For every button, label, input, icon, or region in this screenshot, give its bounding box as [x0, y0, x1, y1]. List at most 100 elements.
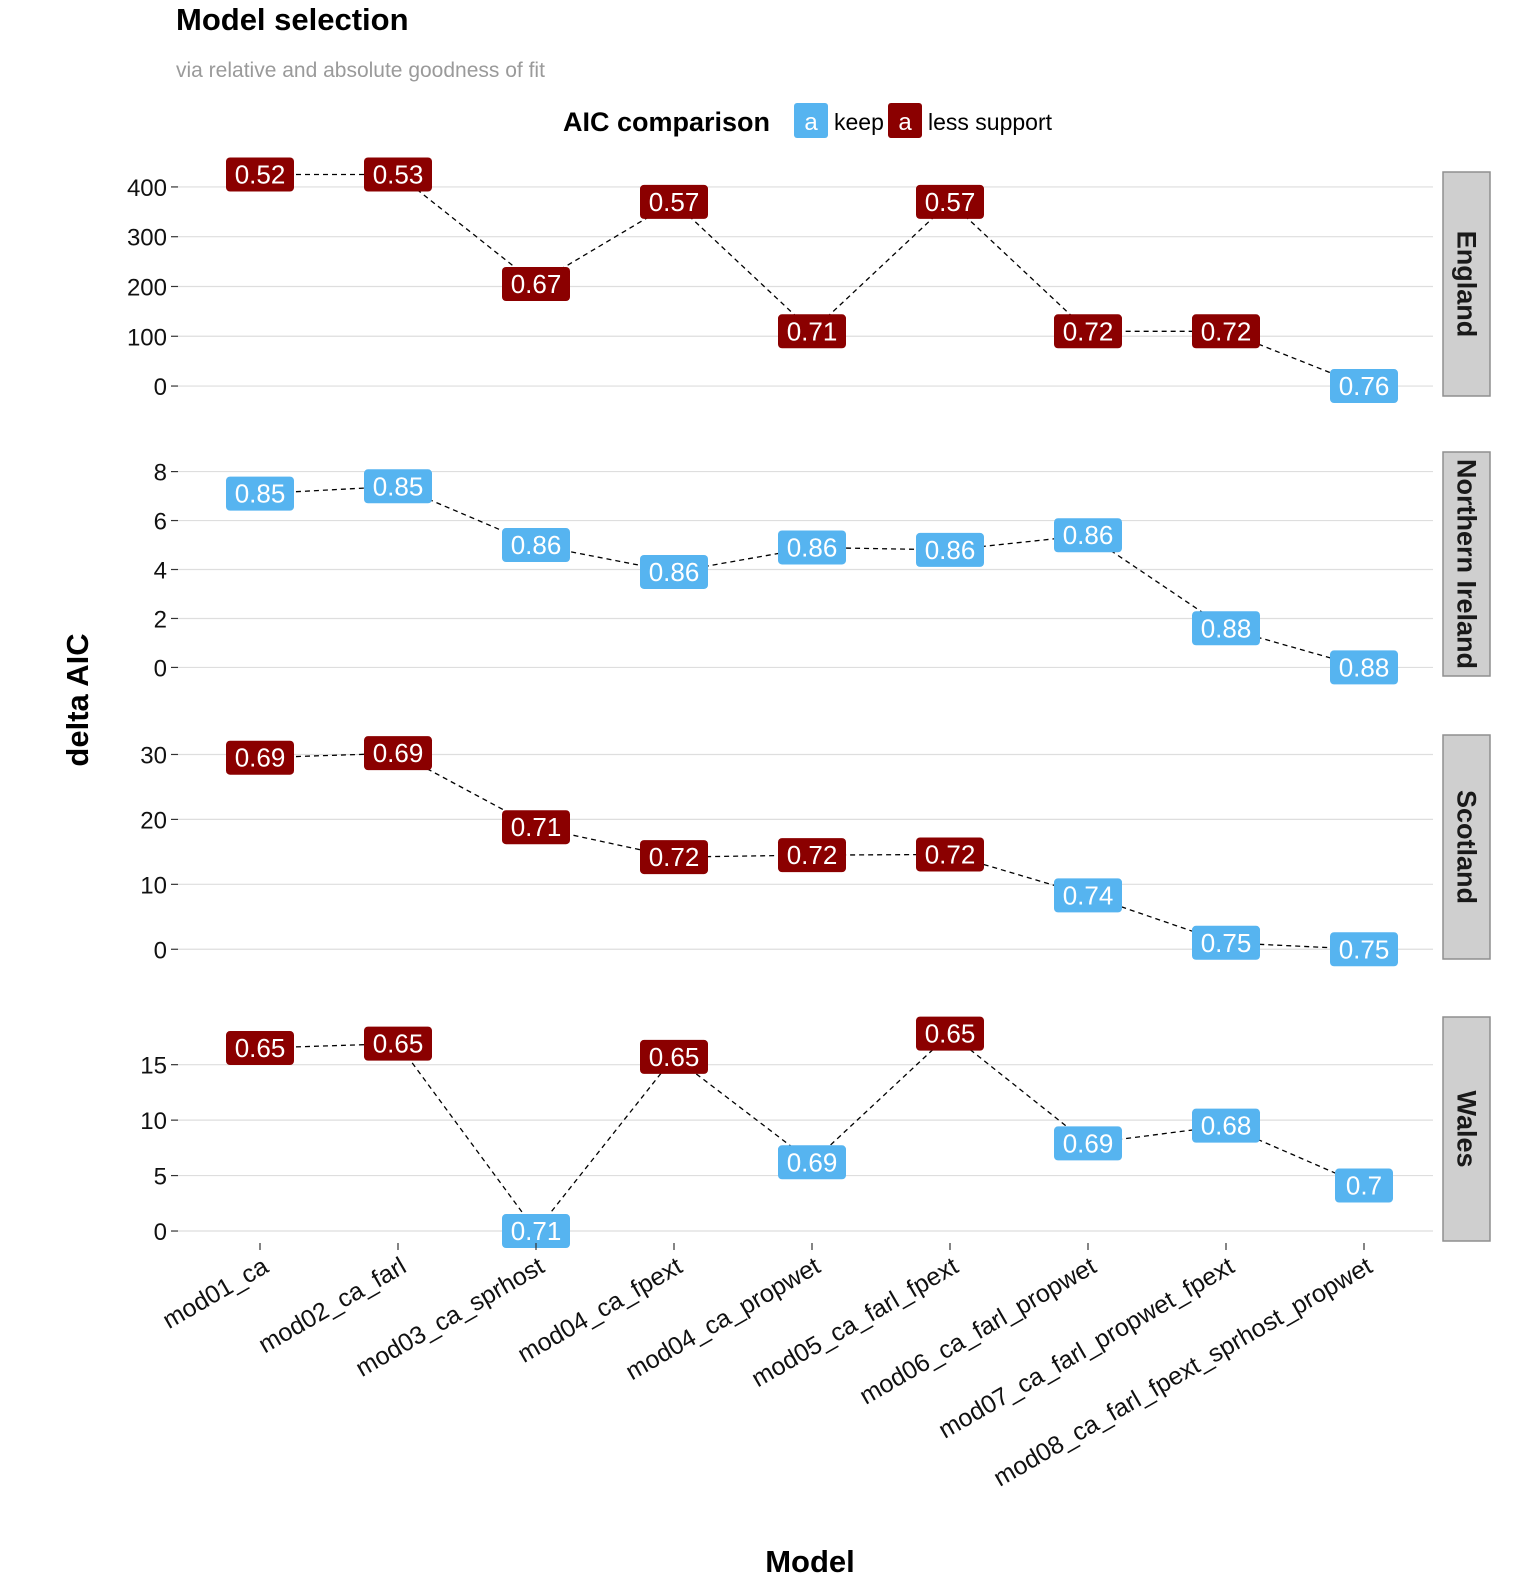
x-axis: mod01_camod02_ca_farlmod03_ca_sprhostmod… [158, 1243, 1377, 1492]
data-label-text: 0.69 [1063, 1128, 1114, 1158]
legend-label-keep: keep [834, 109, 884, 135]
data-label-text: 0.86 [1063, 520, 1114, 550]
data-label-text: 0.52 [235, 159, 286, 189]
facet-label-england: England [1452, 231, 1482, 338]
data-label-box [1054, 314, 1122, 349]
data-label-box [1192, 611, 1260, 646]
data-label-text: 0.68 [1201, 1111, 1252, 1141]
data-label-text: 0.72 [1063, 316, 1114, 346]
y-tick-label: 4 [154, 558, 167, 585]
data-label: 0.86 [916, 532, 984, 567]
data-label-box [916, 1016, 984, 1051]
data-label-box [364, 1026, 432, 1061]
data-label-text: 0.75 [1201, 928, 1252, 958]
data-label-text: 0.57 [649, 187, 700, 217]
legend-label-less-support: less support [928, 109, 1053, 135]
data-label: 0.7 [1335, 1168, 1393, 1203]
panel-scotland: 0 10 20 30 Scotland 0.69 0.69 0.71 0.72 0.72 0.72 0… [140, 734, 1491, 967]
facet-label-scotland: Scotland [1452, 790, 1482, 904]
data-label-box [916, 532, 984, 567]
data-label-text: 0.7 [1346, 1171, 1382, 1201]
data-label: 0.69 [778, 1145, 846, 1180]
data-label-box [1192, 1108, 1260, 1143]
legend-key-less-support-letter: a [898, 109, 912, 136]
data-label-text: 0.86 [649, 557, 700, 587]
data-label-text: 0.57 [925, 187, 976, 217]
data-label: 0.75 [1330, 932, 1398, 967]
data-label: 0.57 [916, 184, 984, 219]
data-label: 0.85 [226, 476, 294, 511]
x-axis-title: Model [765, 1544, 855, 1579]
data-label-text: 0.88 [1339, 652, 1390, 682]
y-tick-label: 0 [154, 1219, 167, 1246]
facet-label-wales: Wales [1452, 1090, 1482, 1167]
panel-wales: 0 5 10 15 Wales 0.65 0.65 0.71 0.65 0.69 0.65 0.69 0… [140, 1016, 1491, 1249]
legend-title: AIC comparison [563, 107, 770, 137]
data-label: 0.57 [640, 184, 708, 219]
data-label: 0.72 [778, 838, 846, 873]
y-tick-label: 200 [127, 274, 167, 301]
data-label: 0.69 [226, 740, 294, 775]
data-label-box [1335, 1168, 1393, 1203]
data-label-text: 0.88 [1201, 613, 1252, 643]
y-tick-label: 15 [140, 1053, 167, 1080]
y-tick-label: 0 [154, 655, 167, 682]
data-label-text: 0.76 [1339, 371, 1390, 401]
data-label-box [1330, 650, 1398, 685]
data-label-text: 0.86 [787, 532, 838, 562]
data-label: 0.72 [1054, 314, 1122, 349]
data-label: 0.76 [1330, 369, 1398, 404]
y-tick-label: 10 [140, 1108, 167, 1135]
data-label-box [364, 469, 432, 504]
data-label-text: 0.69 [373, 738, 424, 768]
y-tick-label: 20 [140, 807, 167, 834]
x-tick-label: mod01_ca [158, 1252, 273, 1335]
data-label-box [226, 740, 294, 775]
data-label-box [226, 1031, 294, 1066]
data-label-box [1054, 878, 1122, 913]
legend-key-keep [794, 103, 828, 138]
data-label-box [502, 528, 570, 563]
data-label-text: 0.69 [787, 1147, 838, 1177]
data-label: 0.72 [1192, 314, 1260, 349]
data-label-text: 0.69 [235, 743, 286, 773]
chart-title: Model selection [176, 2, 409, 37]
y-tick-label: 2 [154, 606, 167, 633]
data-label-text: 0.65 [925, 1019, 976, 1049]
data-label-box [1054, 1126, 1122, 1161]
data-label: 0.86 [640, 554, 708, 589]
data-label-text: 0.65 [235, 1033, 286, 1063]
legend-key-keep-letter: a [804, 109, 818, 136]
data-label: 0.88 [1192, 611, 1260, 646]
y-tick-label: 5 [154, 1164, 167, 1191]
data-label-box [778, 530, 846, 565]
data-label: 0.68 [1192, 1108, 1260, 1143]
data-label-text: 0.71 [511, 812, 562, 842]
data-label: 0.72 [916, 837, 984, 872]
data-label: 0.86 [778, 530, 846, 565]
data-label-box [364, 736, 432, 771]
facet-strip-northern-ireland [1442, 451, 1491, 677]
data-label: 0.65 [226, 1031, 294, 1066]
data-label-text: 0.74 [1063, 880, 1114, 910]
data-label: 0.65 [364, 1026, 432, 1061]
data-label-box [916, 184, 984, 219]
data-label-text: 0.65 [649, 1042, 700, 1072]
data-label-box [640, 1039, 708, 1074]
data-label-box [1192, 925, 1260, 960]
data-label-box [778, 314, 846, 349]
series-line-england [260, 173, 1365, 387]
data-label-box [1192, 314, 1260, 349]
data-label: 0.85 [364, 469, 432, 504]
data-label-box [502, 810, 570, 845]
data-label-text: 0.71 [787, 316, 838, 346]
data-label-box [1330, 369, 1398, 404]
legend: AIC comparison a keep a less support [563, 103, 1053, 138]
facet-label-northern-ireland: Northern Ireland [1452, 459, 1482, 669]
data-label: 0.67 [502, 267, 570, 301]
chart-subtitle: via relative and absolute goodness of fi… [176, 59, 545, 82]
data-label-text: 0.75 [1339, 934, 1390, 964]
data-label-text: 0.65 [373, 1029, 424, 1059]
